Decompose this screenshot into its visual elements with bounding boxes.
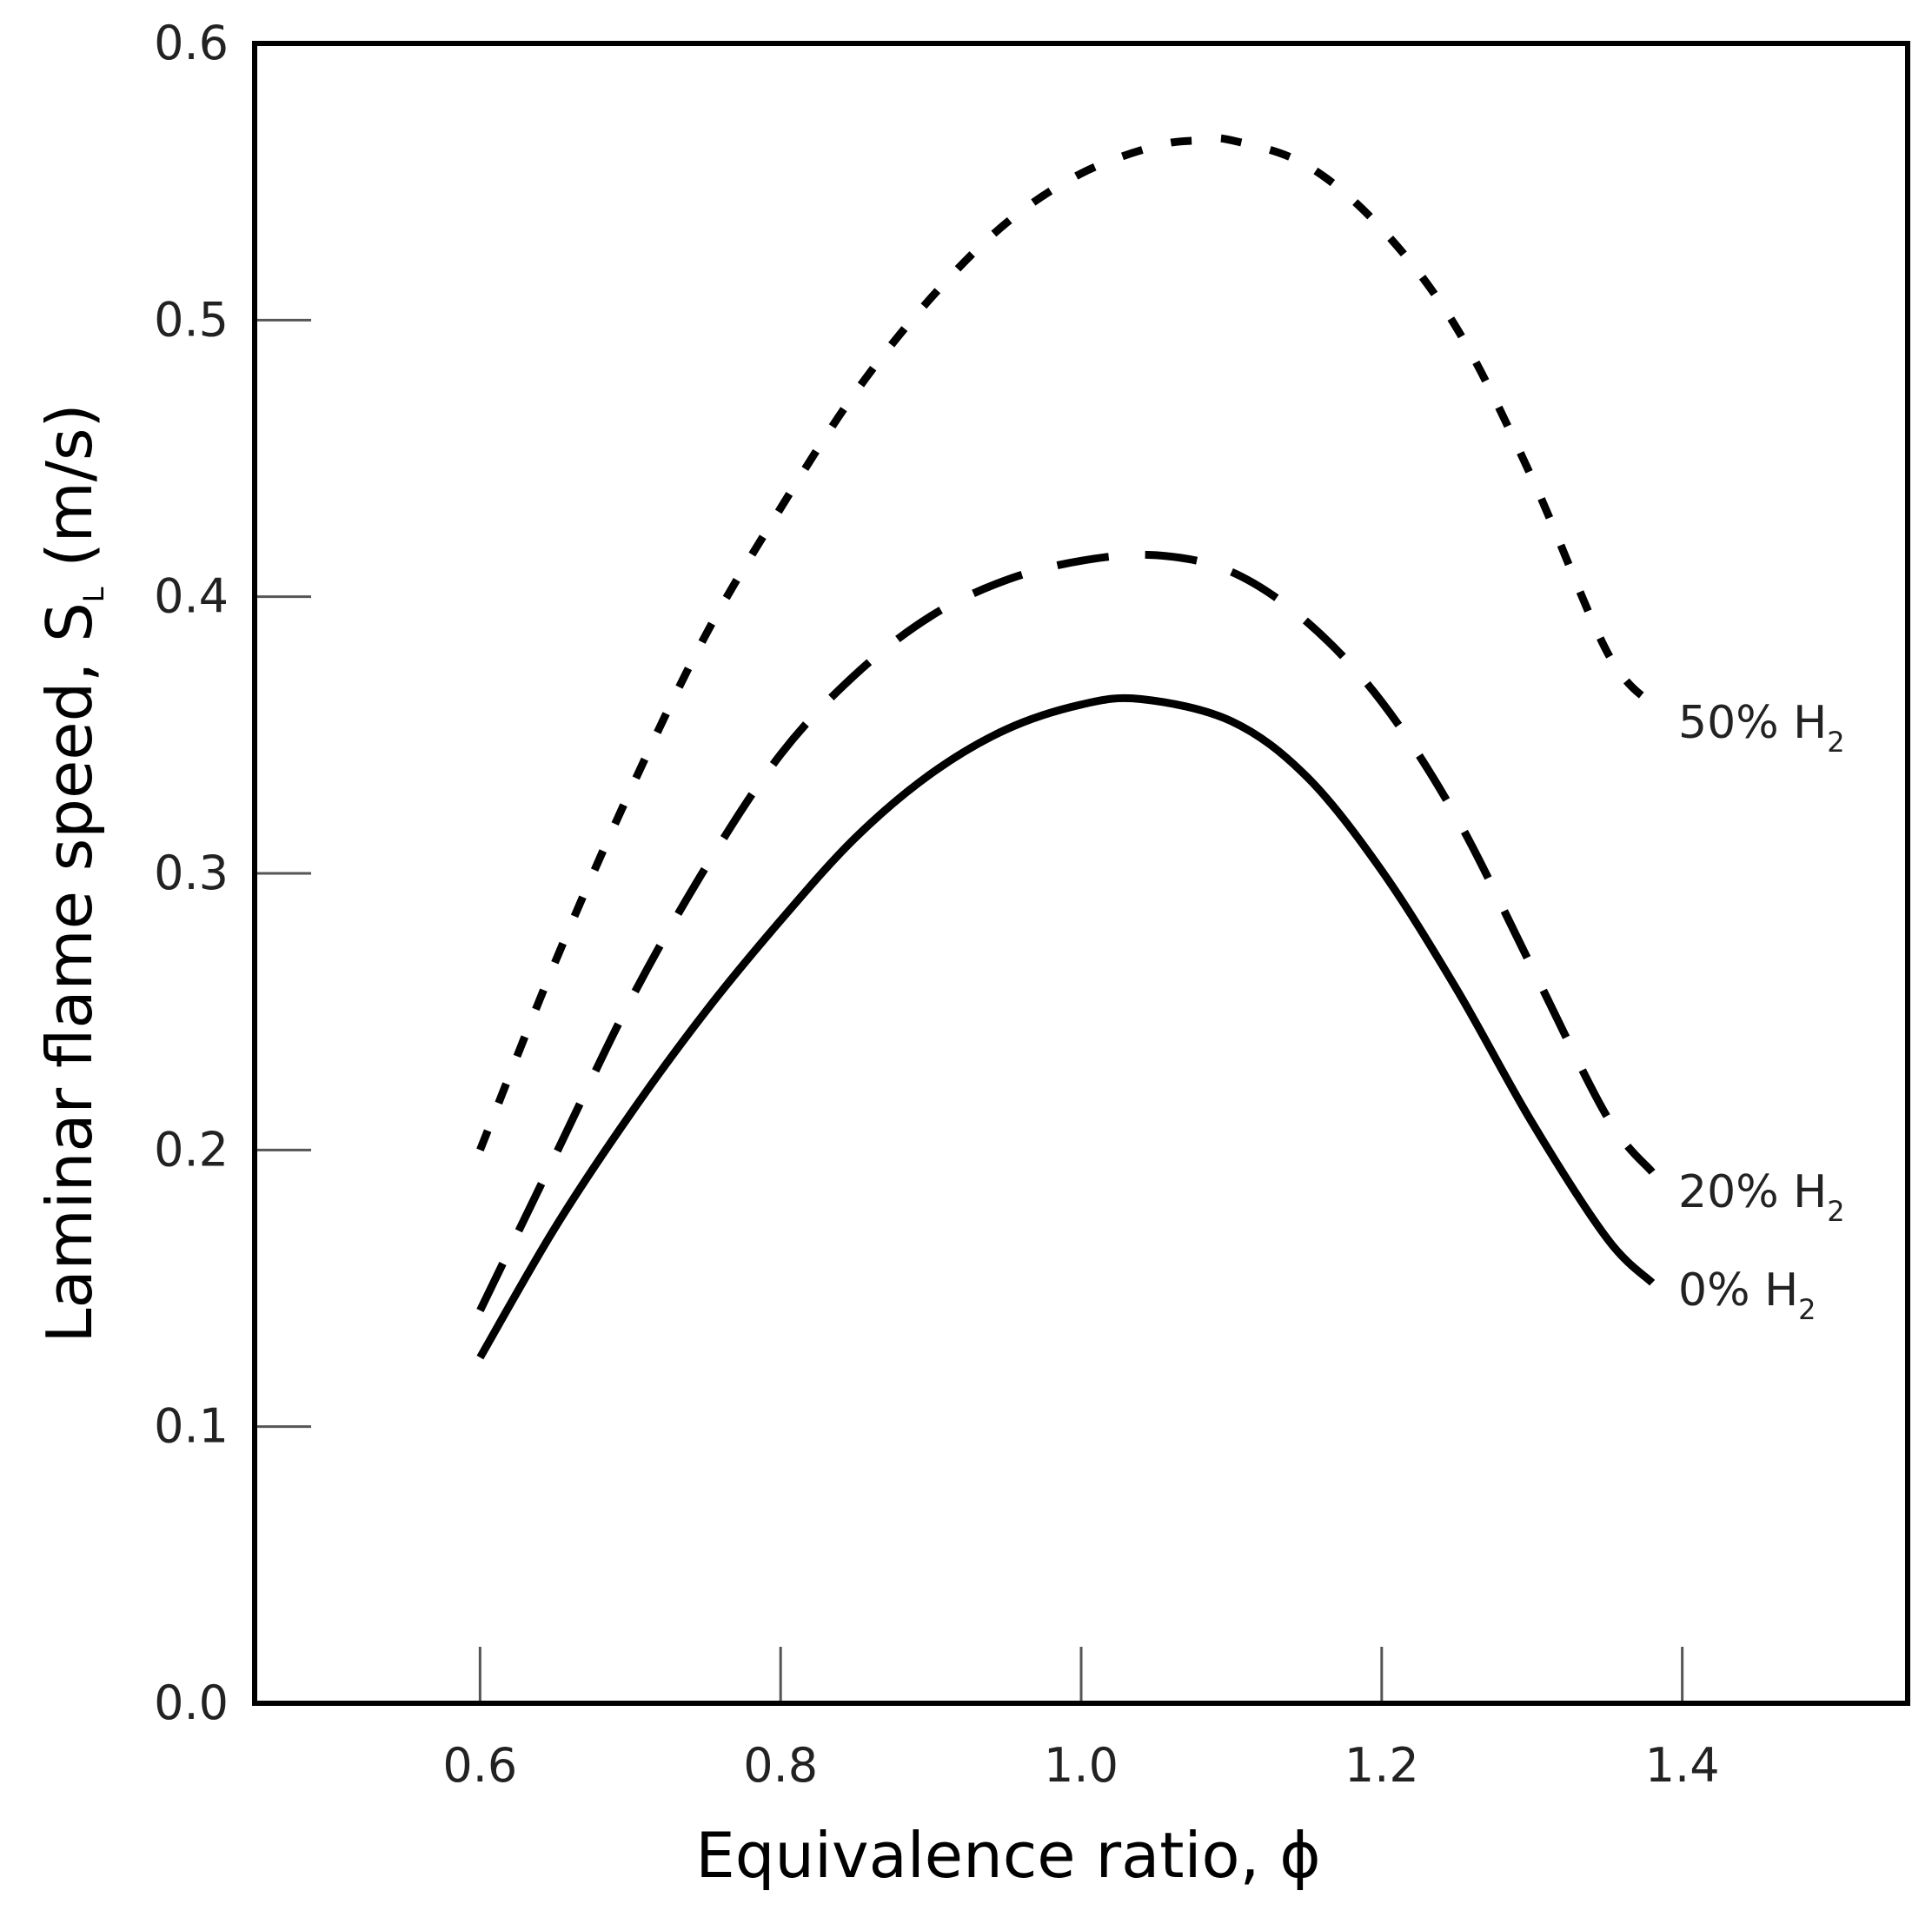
series-line-50-h2: [476, 134, 1656, 1151]
series-label: 20% H2: [1678, 1166, 1845, 1228]
series-label: 50% H2: [1678, 697, 1845, 759]
y-axis-title: Laminar flame speed, SL (m/s): [33, 403, 110, 1343]
y-axis-title-main: Laminar flame speed, S: [33, 602, 106, 1343]
y-tick-label: 0.0: [154, 1675, 229, 1730]
series-label-main: 0% H: [1678, 1264, 1798, 1317]
series-label-main: 20% H: [1678, 1166, 1827, 1218]
y-tick-label: 0.5: [154, 292, 229, 347]
series-label-main: 50% H: [1678, 697, 1827, 749]
x-tick-label: 0.6: [442, 1738, 517, 1793]
series-label-subscript: 2: [1827, 726, 1844, 759]
series-label: 0% H2: [1678, 1264, 1816, 1326]
y-tick-label: 0.1: [154, 1399, 229, 1454]
label-layer: 0.0 0.1 0.2 0.3 0.4 0.5 0.6 0.6 0.8 1.0 1.2 1.4 0% H…: [154, 16, 1845, 1793]
y-tick-label: 0.3: [154, 846, 229, 900]
y-axis-title-subscript: L: [77, 587, 110, 602]
series-label-subscript: 2: [1827, 1195, 1844, 1228]
x-tick-label: 0.8: [743, 1738, 818, 1793]
y-tick-label: 0.6: [154, 16, 229, 70]
x-tick-label: 1.2: [1344, 1738, 1419, 1793]
tick-layer: [255, 42, 1684, 1705]
x-axis-title: Equivalence ratio, ϕ: [695, 1819, 1321, 1892]
y-axis-title-unit: (m/s): [33, 403, 106, 587]
x-tick-label: 1.4: [1645, 1738, 1720, 1793]
y-tick-label: 0.4: [154, 569, 229, 624]
series-line-0-h2: [476, 693, 1656, 1360]
x-tick-label: 1.0: [1044, 1738, 1119, 1793]
y-tick-label: 0.2: [154, 1122, 229, 1177]
series-layer: [476, 134, 1656, 1360]
series-line-20-h2: [476, 550, 1656, 1312]
plot-area-frame: [252, 41, 1910, 1706]
series-label-subscript: 2: [1798, 1293, 1816, 1326]
